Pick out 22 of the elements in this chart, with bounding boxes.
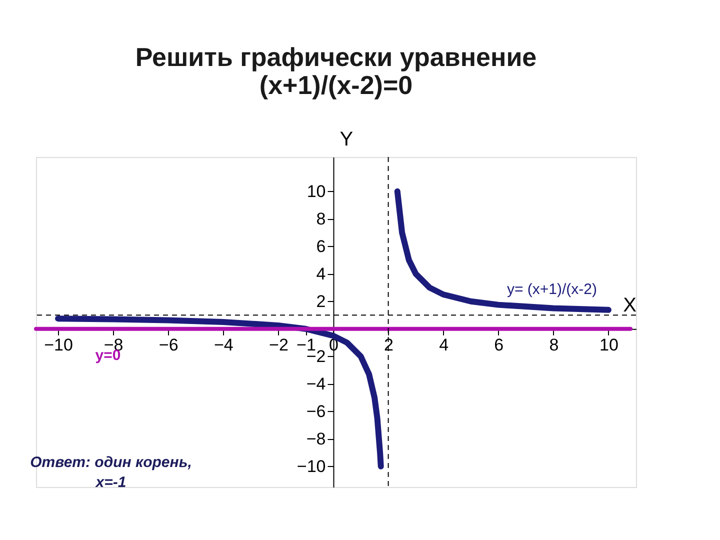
x-tick-label: 8	[549, 335, 559, 354]
y-axis-title: Y	[340, 128, 354, 150]
x-tick-label: −4	[214, 335, 234, 354]
x-tick-label: 10	[600, 335, 618, 354]
y-tick-label: −4	[306, 374, 326, 394]
y-tick-label: 4	[316, 264, 326, 284]
x-tick-label: 6	[494, 335, 504, 354]
y-tick-label: 2	[316, 292, 326, 311]
chart-title: Решить графически уравнение (x+1)/(x-2)=0	[135, 42, 537, 100]
x-axis-title: X	[623, 294, 636, 316]
y-tick-label: −6	[306, 402, 326, 421]
series-label: y= (x+1)/(x-2)	[506, 281, 598, 298]
x-tick-label: −10	[44, 335, 73, 354]
y-tick-label: −8	[306, 429, 326, 448]
x-tick-label: 4	[439, 335, 449, 354]
y-tick-label: 6	[316, 236, 326, 256]
y-tick-label: 8	[316, 209, 326, 228]
x-tick-label: −2	[269, 335, 288, 354]
annotation: Ответ: один корень, x=-1	[30, 454, 192, 491]
x-tick-label: −6	[158, 335, 178, 354]
y-tick-label: −10	[296, 456, 326, 476]
y-tick-label: 10	[306, 182, 326, 201]
